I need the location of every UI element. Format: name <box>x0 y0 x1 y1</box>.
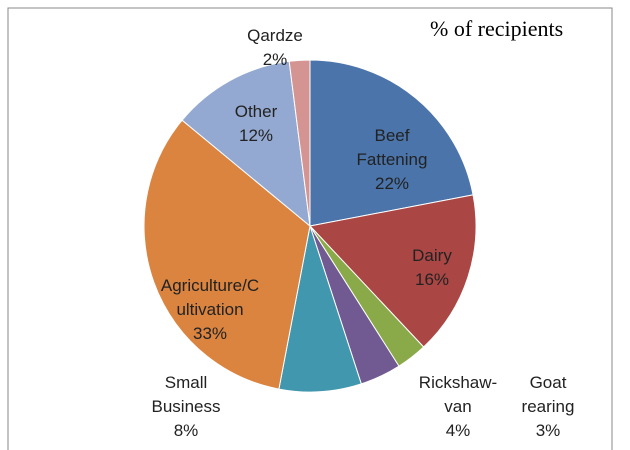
slice-label: Small Business 8% <box>141 371 231 443</box>
slice-name: Other <box>234 102 278 121</box>
chart-title: % of recipients <box>430 16 564 41</box>
slice-value: 8% <box>173 421 199 440</box>
pie-slice <box>143 119 311 390</box>
pie-slice <box>288 59 311 227</box>
slice-label: Dairy 16% <box>392 244 472 292</box>
slice-value: 2% <box>262 50 288 69</box>
slice-value: 4% <box>445 421 471 440</box>
slice-label: Goat rearing 3% <box>513 371 583 443</box>
slice-label: Qardze 2% <box>240 24 310 72</box>
slice-value: 33% <box>192 324 228 343</box>
frame <box>7 7 613 450</box>
slice-name: Qardze <box>247 26 303 45</box>
slice-value: 16% <box>414 270 450 289</box>
slice-name: Small Business <box>151 373 221 416</box>
slice-name: Agriculture/Cultivation <box>160 276 260 319</box>
slice-name: Rickshaw-van <box>418 373 498 416</box>
slice-value: 22% <box>374 174 410 193</box>
pie-slice <box>309 59 474 227</box>
slice-name: Beef Fattening <box>356 126 428 169</box>
slice-label: Agriculture/Cultivation 33% <box>160 274 260 346</box>
slice-name: Dairy <box>412 246 452 265</box>
slice-value: 3% <box>535 421 561 440</box>
slice-label: Other 12% <box>221 100 291 148</box>
pie-slice <box>309 194 477 348</box>
slice-name: Goat rearing <box>521 373 575 416</box>
slice-label: Beef Fattening 22% <box>337 124 447 196</box>
pie-slice <box>181 60 311 228</box>
slice-value: 12% <box>238 126 274 145</box>
slice-label: Rickshaw-van 4% <box>413 371 503 443</box>
